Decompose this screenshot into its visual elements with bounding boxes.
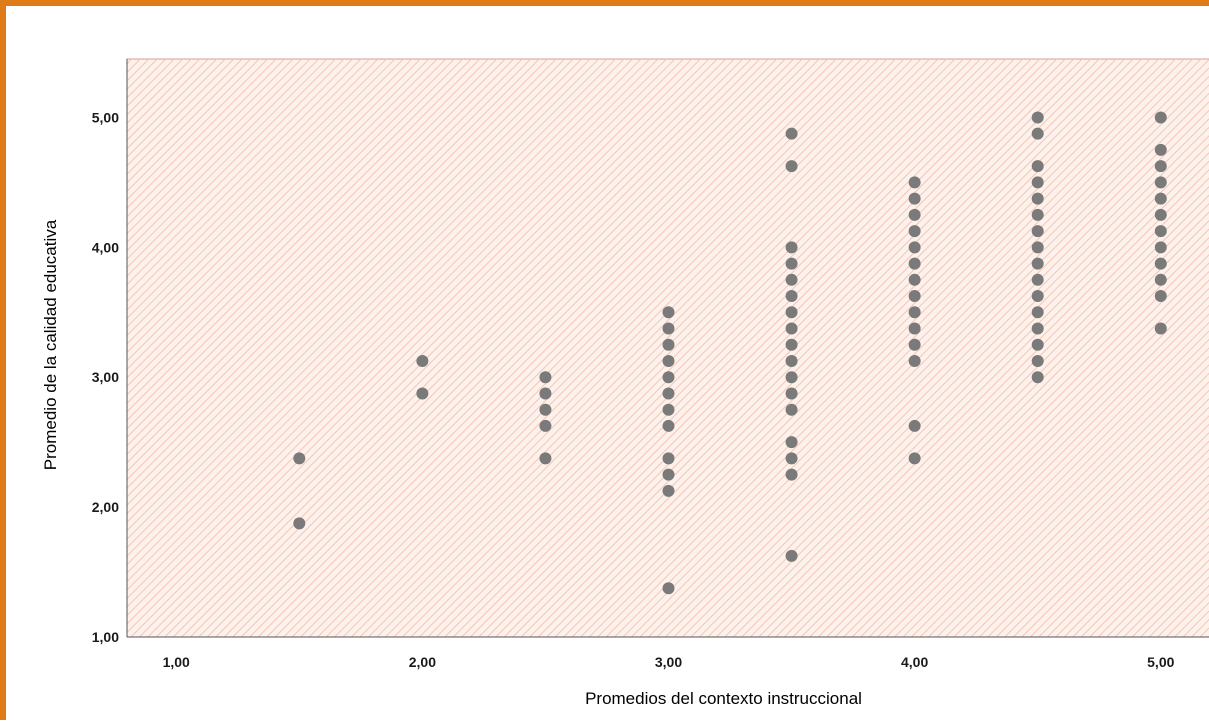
- data-point: [785, 436, 798, 449]
- data-point: [662, 484, 675, 497]
- data-point: [1031, 273, 1044, 286]
- data-point: [908, 176, 921, 189]
- data-point: [785, 290, 798, 303]
- data-point: [293, 452, 306, 465]
- data-point: [1154, 111, 1167, 124]
- data-points: [293, 111, 1167, 595]
- y-tick-label: 5,00: [92, 109, 119, 125]
- data-point: [416, 387, 429, 400]
- data-point: [1031, 338, 1044, 351]
- data-point: [1031, 306, 1044, 319]
- data-point: [1154, 176, 1167, 189]
- data-point: [1031, 176, 1044, 189]
- y-tick-label: 4,00: [92, 239, 119, 255]
- data-point: [1031, 192, 1044, 205]
- data-point: [662, 322, 675, 335]
- data-point: [1154, 208, 1167, 221]
- data-point: [785, 354, 798, 367]
- data-point: [785, 549, 798, 562]
- data-point: [539, 452, 552, 465]
- data-point: [908, 208, 921, 221]
- data-point: [785, 371, 798, 384]
- data-point: [785, 338, 798, 351]
- data-point: [908, 273, 921, 286]
- data-point: [1031, 225, 1044, 238]
- data-point: [1031, 257, 1044, 270]
- x-tick-label: 2,00: [409, 654, 436, 670]
- data-point: [1031, 241, 1044, 254]
- data-point: [662, 403, 675, 416]
- x-tick-label: 3,00: [655, 654, 682, 670]
- data-point: [293, 517, 306, 530]
- data-point: [785, 387, 798, 400]
- data-point: [1031, 208, 1044, 221]
- data-point: [785, 322, 798, 335]
- axes: [126, 59, 1209, 638]
- x-axis-title: Promedios del contexto instruccional: [585, 689, 862, 708]
- data-point: [539, 419, 552, 432]
- data-point: [908, 241, 921, 254]
- data-point: [416, 354, 429, 367]
- data-point: [1154, 143, 1167, 156]
- x-tick-label: 1,00: [163, 654, 190, 670]
- data-point: [1154, 225, 1167, 238]
- scatter-chart: 1,00 2,00 3,00 4,00 5,00 1,00 2,00 3,00 4,00 5,0…: [41, 58, 1209, 708]
- y-tick-label: 3,00: [92, 369, 119, 385]
- data-point: [908, 419, 921, 432]
- data-point: [1154, 241, 1167, 254]
- data-point: [785, 306, 798, 319]
- data-point: [908, 192, 921, 205]
- data-point: [662, 371, 675, 384]
- data-point: [908, 354, 921, 367]
- data-point: [662, 387, 675, 400]
- data-point: [908, 290, 921, 303]
- data-point: [662, 468, 675, 481]
- y-tick-label: 2,00: [92, 499, 119, 515]
- data-point: [785, 273, 798, 286]
- data-point: [1031, 111, 1044, 124]
- data-point: [539, 403, 552, 416]
- y-axis-ticks: 1,00 2,00 3,00 4,00 5,00: [92, 109, 119, 645]
- x-tick-label: 4,00: [901, 654, 928, 670]
- data-point: [662, 306, 675, 319]
- data-point: [1031, 290, 1044, 303]
- data-point: [908, 322, 921, 335]
- data-point: [662, 419, 675, 432]
- data-point: [662, 582, 675, 595]
- data-point: [1031, 322, 1044, 335]
- data-point: [785, 257, 798, 270]
- data-point: [785, 468, 798, 481]
- data-point: [908, 452, 921, 465]
- data-point: [1031, 371, 1044, 384]
- data-point: [1031, 354, 1044, 367]
- data-point: [908, 257, 921, 270]
- data-point: [785, 452, 798, 465]
- data-point: [908, 225, 921, 238]
- data-point: [785, 160, 798, 173]
- data-point: [539, 387, 552, 400]
- data-point: [908, 338, 921, 351]
- data-point: [662, 452, 675, 465]
- data-point: [1154, 290, 1167, 303]
- data-point: [785, 403, 798, 416]
- data-point: [1154, 273, 1167, 286]
- data-point: [1031, 127, 1044, 140]
- x-tick-label: 5,00: [1147, 654, 1174, 670]
- data-point: [1031, 160, 1044, 173]
- data-point: [908, 306, 921, 319]
- y-axis-title: Promedio de la calidad educativa: [41, 219, 60, 470]
- data-point: [539, 371, 552, 384]
- data-point: [1154, 192, 1167, 205]
- data-point: [1154, 257, 1167, 270]
- y-tick-label: 1,00: [92, 629, 119, 645]
- data-point: [1154, 160, 1167, 173]
- x-axis-ticks: 1,00 2,00 3,00 4,00 5,00: [163, 654, 1175, 670]
- data-point: [785, 241, 798, 254]
- data-point: [662, 338, 675, 351]
- data-point: [662, 354, 675, 367]
- data-point: [1154, 322, 1167, 335]
- data-point: [785, 127, 798, 140]
